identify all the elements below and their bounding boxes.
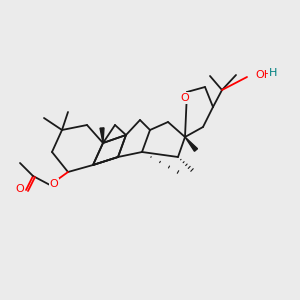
Text: H: H (269, 68, 278, 78)
Text: OH: OH (255, 70, 272, 80)
Text: O: O (50, 179, 58, 189)
Text: O: O (16, 184, 24, 194)
Polygon shape (185, 137, 197, 151)
Text: O: O (181, 93, 189, 103)
Polygon shape (100, 128, 104, 143)
